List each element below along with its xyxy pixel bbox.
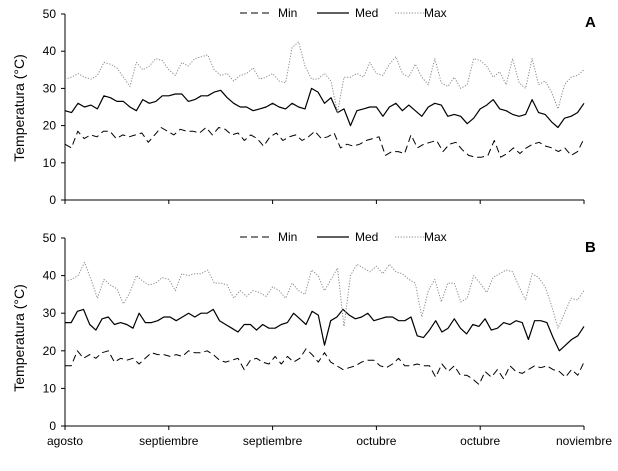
legend-label-max: Max	[424, 230, 447, 244]
legend-label-min: Min	[278, 6, 297, 20]
x-tick-label: septiembre	[139, 434, 199, 448]
panel-letter: A	[585, 14, 596, 31]
legend-label-min: Min	[278, 230, 297, 244]
legend-label-med: Med	[355, 6, 378, 20]
y-tick-label: 0	[49, 419, 56, 433]
plot-area: 0 10 20 30 40 50 agosto septiembre septiembre oct…	[43, 230, 613, 448]
y-tick-label: 30	[43, 306, 57, 320]
x-tick-label: septiembre	[243, 434, 303, 448]
series-line-max	[64, 41, 585, 114]
y-tick-label: 10	[43, 381, 57, 395]
y-tick-label: 20	[43, 119, 57, 133]
series-line-med	[65, 308, 585, 352]
series-line-min	[65, 348, 585, 386]
x-tick-label: noviembre	[556, 434, 612, 448]
x-tick-label: octubre	[460, 434, 500, 448]
y-tick-label: 10	[43, 156, 57, 170]
y-axis-title: Temperatura (°C)	[11, 54, 27, 162]
panel-b: Temperatura (°C) B 0 10 20 30 40 50 agosto sept…	[11, 230, 612, 448]
y-tick-label: 50	[43, 231, 57, 245]
y-tick-label: 20	[43, 344, 57, 358]
x-tick-label: octubre	[356, 434, 396, 448]
y-tick-label: 40	[43, 44, 57, 58]
legend-label-med: Med	[355, 230, 378, 244]
y-tick-label: 30	[43, 81, 57, 95]
panel-a: Temperatura (°C) A 0 10 20 30 40 50 Min Med Max	[11, 6, 596, 207]
y-tick-label: 40	[43, 269, 57, 283]
legend-label-max: Max	[424, 6, 447, 20]
y-tick-label: 0	[49, 193, 56, 207]
x-tick-label: agosto	[47, 434, 83, 448]
panel-letter: B	[585, 239, 596, 256]
y-axis-title: Temperatura (°C)	[11, 284, 27, 392]
series-line-min	[64, 127, 585, 158]
series-line-med	[64, 87, 585, 129]
plot-area: 0 10 20 30 40 50 Min Med Max	[43, 6, 585, 207]
series-line-max	[64, 261, 585, 329]
y-tick-label: 50	[43, 7, 57, 21]
